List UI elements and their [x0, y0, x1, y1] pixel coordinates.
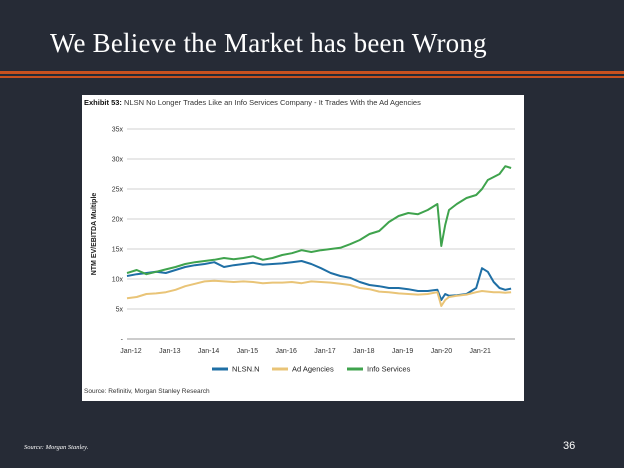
accent-rule-bottom: [0, 76, 624, 78]
x-tick-label: Jan-20: [431, 348, 453, 355]
y-tick-label: -: [121, 337, 124, 344]
legend-label: NLSN.N: [232, 365, 260, 374]
page-number: 36: [563, 440, 576, 452]
footer-source: Source: Morgan Stanley.: [24, 444, 89, 451]
exhibit-label: Exhibit 53:: [84, 98, 122, 107]
x-tick-label: Jan-13: [159, 348, 181, 355]
exhibit-panel: Exhibit 53: NLSN No Longer Trades Like a…: [82, 95, 524, 401]
x-tick-label: Jan-14: [198, 348, 220, 355]
y-axis-label: NTM EV/EBITDA Multiple: [91, 193, 98, 276]
y-tick-label: 10x: [112, 277, 124, 284]
y-tick-label: 25x: [112, 187, 124, 194]
series-line-ad-agencies: [126, 279, 512, 307]
x-tick-label: Jan-12: [120, 348, 142, 355]
x-tick-label: Jan-19: [392, 348, 414, 355]
y-tick-label: 20x: [112, 217, 124, 224]
y-tick-label: 35x: [112, 127, 124, 134]
exhibit-caption: Exhibit 53: NLSN No Longer Trades Like a…: [84, 98, 421, 107]
slide-title: We Believe the Market has been Wrong: [50, 28, 487, 58]
x-tick-label: Jan-15: [237, 348, 259, 355]
x-tick-label: Jan-18: [353, 348, 375, 355]
series-line-nlsn-n: [126, 260, 512, 301]
x-tick-label: Jan-17: [314, 348, 336, 355]
y-tick-label: 30x: [112, 157, 124, 164]
legend-label: Info Services: [367, 365, 411, 374]
series-line-info-services: [126, 165, 512, 276]
exhibit-source: Source: Refinitiv, Morgan Stanley Resear…: [84, 388, 210, 395]
accent-rule-top: [0, 71, 624, 74]
y-tick-label: 15x: [112, 247, 124, 254]
line-chart: - 5x 10x 15x 20x 25x 30x 35x Jan-12 Jan-13 Jan-14 J…: [91, 127, 515, 374]
y-tick-label: 5x: [116, 307, 124, 314]
exhibit-caption-text: NLSN No Longer Trades Like an Info Servi…: [124, 98, 421, 107]
legend-label: Ad Agencies: [292, 365, 334, 374]
x-tick-label: Jan-21: [469, 348, 491, 355]
x-tick-label: Jan-16: [275, 348, 297, 355]
